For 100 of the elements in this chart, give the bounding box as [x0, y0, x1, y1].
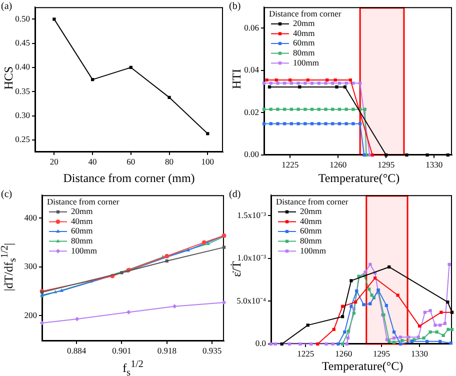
point [306, 78, 310, 82]
point [274, 78, 278, 82]
x-tick-label: 40 [88, 156, 97, 166]
point [269, 82, 272, 85]
y-tick-label: 0.35 [15, 86, 30, 96]
point [438, 324, 442, 327]
point [446, 328, 450, 332]
point [373, 276, 377, 280]
point [363, 108, 366, 111]
y-tick-label: 200 [24, 310, 37, 320]
point [326, 78, 329, 82]
point [324, 82, 328, 85]
point [40, 320, 44, 326]
x-tick-label: 0.918 [157, 345, 176, 356]
point [335, 85, 338, 89]
y-tick-label: 0.00 [244, 149, 259, 160]
y-tick-label: 0.50 [15, 13, 30, 24]
x-tick-label: 1295 [373, 348, 390, 358]
point [222, 300, 226, 305]
legend-label: 20mm [71, 206, 94, 216]
point [344, 108, 348, 111]
point [358, 122, 362, 126]
x-tick-label: 0.901 [112, 345, 132, 356]
legend-label: 80mm [293, 48, 316, 58]
point [310, 122, 314, 126]
point [283, 108, 286, 111]
point [298, 85, 302, 89]
point [283, 122, 286, 126]
point [298, 342, 302, 346]
legend-title: Distance from corner [47, 196, 120, 206]
point [398, 342, 402, 346]
legend-label: 100mm [300, 245, 326, 256]
point [310, 82, 314, 85]
point [269, 122, 272, 126]
point [449, 342, 452, 345]
point [345, 342, 348, 346]
point [120, 271, 124, 274]
x-tick-label: 1260 [335, 348, 352, 358]
point [276, 122, 280, 126]
legend-label: 60mm [300, 226, 322, 236]
y-tick-label: 300 [24, 261, 37, 272]
point [340, 315, 344, 318]
point [407, 336, 410, 339]
point [392, 340, 396, 344]
point [126, 310, 131, 314]
x-axis-title: Distance from corner (mm) [62, 171, 196, 186]
point [336, 342, 340, 346]
chart-title: (d) [229, 189, 241, 200]
x-tick-label: 1260 [330, 159, 347, 170]
point [446, 300, 450, 304]
point [370, 153, 374, 157]
point [324, 108, 328, 111]
point [392, 336, 396, 340]
legend-label: 80mm [300, 236, 322, 246]
point [222, 246, 226, 249]
x-tick-label: 60 [126, 156, 136, 166]
point [368, 302, 372, 306]
point [428, 309, 432, 312]
x-tick-label: 1295 [378, 159, 395, 170]
point [388, 340, 391, 343]
point [346, 330, 350, 333]
point [296, 122, 300, 126]
point [317, 122, 320, 126]
point [344, 122, 348, 126]
point [434, 324, 437, 327]
point [186, 248, 190, 252]
legend-label: 100mm [71, 245, 98, 256]
point [340, 342, 344, 346]
point [450, 328, 454, 332]
chart-title: (c) [1, 189, 12, 200]
x-tick-label: 1225 [282, 159, 299, 170]
point [426, 340, 429, 343]
point [423, 310, 426, 314]
point [268, 85, 272, 89]
point [400, 339, 404, 342]
point [280, 342, 284, 346]
point [405, 153, 408, 157]
point [348, 78, 352, 82]
legend-label: 20mm [293, 18, 316, 28]
y-tick-label: 0.02 [244, 106, 259, 117]
legend-label: 100mm [293, 57, 320, 68]
point [340, 304, 344, 308]
point [368, 262, 372, 266]
point [331, 82, 334, 85]
legend-title: Distance from corner [269, 8, 342, 18]
x-tick-label: 1225 [297, 348, 314, 358]
legend-title: Distance from corner [276, 196, 348, 206]
point [317, 108, 320, 111]
x-axis-title: Temperature(°C) [320, 359, 404, 374]
y-tick-label: 0.0 [255, 338, 266, 348]
point [206, 132, 210, 136]
y-axis-title: HCS [2, 66, 16, 90]
point [310, 342, 313, 346]
point [324, 342, 328, 346]
point [288, 78, 292, 82]
x-tick-label: 80 [165, 156, 174, 166]
point [290, 82, 293, 85]
y-tick-label: 0.06 [244, 22, 259, 32]
point [74, 316, 80, 322]
x-tick-label: 0.884 [66, 345, 87, 356]
